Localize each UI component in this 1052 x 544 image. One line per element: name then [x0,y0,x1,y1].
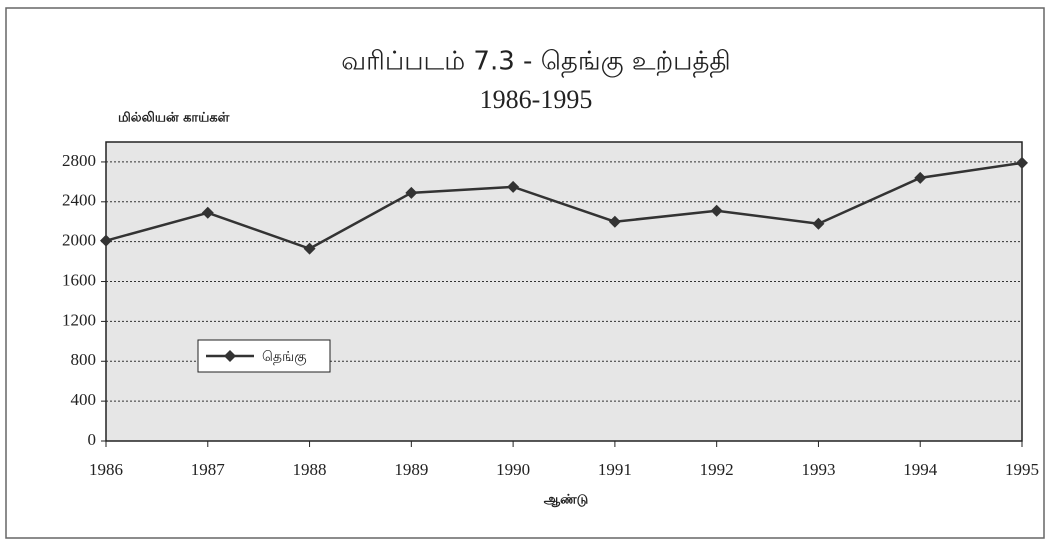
x-tick-label: 1990 [496,460,530,479]
y-tick-label: 2000 [62,231,96,250]
point [303,242,316,255]
point [405,186,418,199]
legend-marker [224,350,236,362]
x-tick-label: 1991 [598,460,632,479]
point [608,215,621,228]
y-axis-label: மில்லியன் காய்கள் [118,111,230,126]
y-tick-label: 2400 [62,191,96,210]
point [507,180,520,193]
point [812,217,825,230]
chart-title: வரிப்படம் 7.3 - தெங்கு உற்பத்தி [341,47,730,78]
y-tick-label: 2800 [62,151,96,170]
x-tick-label: 1992 [700,460,734,479]
x-tick-label: 1986 [89,460,123,479]
y-tick-label: 1600 [62,270,96,289]
y-tick-label: 800 [71,350,97,369]
y-tick-label: 0 [88,430,97,449]
x-tick-label: 1995 [1005,460,1039,479]
x-axis-label: ஆண்டு [544,493,589,508]
x-tick-label: 1988 [293,460,327,479]
point [100,234,112,247]
x-tick-label: 1989 [394,460,428,479]
point [710,204,723,217]
point [1016,156,1028,169]
point [201,206,214,219]
x-tick-label: 1994 [903,460,938,479]
x-tick-label: 1987 [191,460,226,479]
point [914,171,927,184]
chart-subtitle: 1986-1995 [480,85,593,114]
y-tick-label: 1200 [62,310,96,329]
y-tick-label: 400 [71,390,97,409]
plot-area [105,141,1023,442]
x-tick-label: 1993 [801,460,835,479]
legend-label: தெங்கு [262,349,307,366]
series-line [105,161,1023,251]
